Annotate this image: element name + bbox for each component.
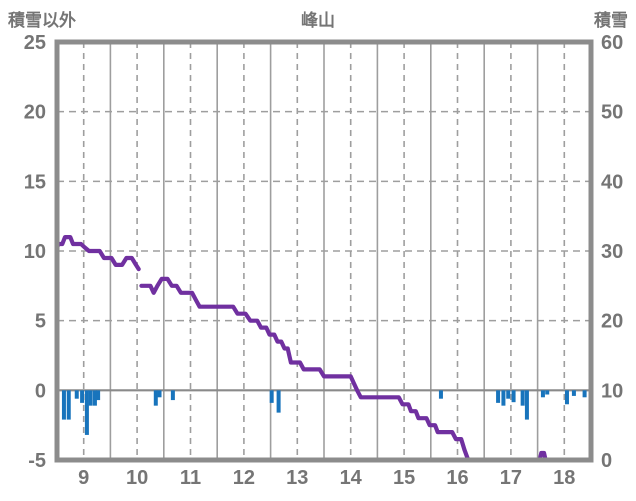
bar bbox=[520, 390, 525, 406]
bar bbox=[501, 390, 506, 406]
bar bbox=[545, 390, 550, 395]
bar bbox=[84, 390, 89, 435]
x-axis-tick-label: 9 bbox=[78, 467, 89, 489]
x-axis-tick-label: 11 bbox=[180, 467, 201, 489]
right-axis-tick-label: 30 bbox=[601, 241, 623, 263]
right-axis-tick-label: 20 bbox=[601, 311, 623, 333]
x-axis-tick-label: 12 bbox=[233, 467, 255, 489]
left-axis-tick-label: 0 bbox=[35, 380, 46, 402]
bar bbox=[153, 390, 158, 406]
x-axis-tick-label: 14 bbox=[340, 467, 363, 489]
left-axis-tick-label: 20 bbox=[24, 102, 46, 124]
bar bbox=[496, 390, 501, 403]
x-axis-tick-label: 13 bbox=[286, 467, 308, 489]
chart-title: 峰山 bbox=[301, 11, 335, 30]
bar bbox=[66, 390, 71, 420]
bar bbox=[571, 390, 576, 396]
left-axis-title: 積雪以外 bbox=[8, 11, 76, 30]
bar bbox=[96, 390, 101, 401]
snow-depth-line bbox=[139, 276, 594, 463]
right-axis-tick-label: 10 bbox=[601, 380, 623, 402]
left-axis-tick-label: 5 bbox=[35, 311, 46, 333]
bar bbox=[170, 390, 175, 401]
right-axis-title: 積雪 bbox=[594, 11, 628, 30]
x-axis-tick-label: 15 bbox=[393, 467, 415, 489]
bar bbox=[276, 390, 281, 413]
right-axis-tick-label: 40 bbox=[601, 171, 623, 193]
x-axis-tick-label: 18 bbox=[553, 467, 575, 489]
left-axis-tick-label: -5 bbox=[28, 450, 46, 472]
bar bbox=[80, 390, 85, 403]
bar bbox=[438, 390, 443, 399]
bar bbox=[506, 390, 511, 399]
right-axis-tick-label: 0 bbox=[601, 450, 612, 472]
bar bbox=[61, 390, 66, 420]
bar bbox=[74, 390, 79, 399]
right-axis-tick-label: 60 bbox=[601, 32, 623, 54]
left-axis-tick-label: 10 bbox=[24, 241, 46, 263]
bar bbox=[564, 390, 569, 405]
x-axis-tick-label: 17 bbox=[500, 467, 522, 489]
x-axis-tick-label: 16 bbox=[446, 467, 468, 489]
bar bbox=[511, 390, 516, 403]
left-axis-tick-label: 25 bbox=[24, 32, 46, 54]
x-axis-tick-label: 10 bbox=[126, 467, 148, 489]
bar bbox=[540, 390, 545, 398]
bar bbox=[157, 390, 162, 398]
bar bbox=[524, 390, 529, 420]
plot-border bbox=[54, 39, 594, 463]
left-axis-tick-label: 15 bbox=[24, 171, 46, 193]
bar bbox=[88, 390, 93, 406]
snow-depth-line bbox=[54, 235, 141, 272]
bar bbox=[582, 390, 587, 398]
chart-header: 積雪以外 峰山 積雪 bbox=[0, 4, 636, 30]
right-axis-tick-label: 50 bbox=[601, 102, 623, 124]
bar bbox=[269, 390, 274, 403]
bar bbox=[92, 390, 97, 406]
